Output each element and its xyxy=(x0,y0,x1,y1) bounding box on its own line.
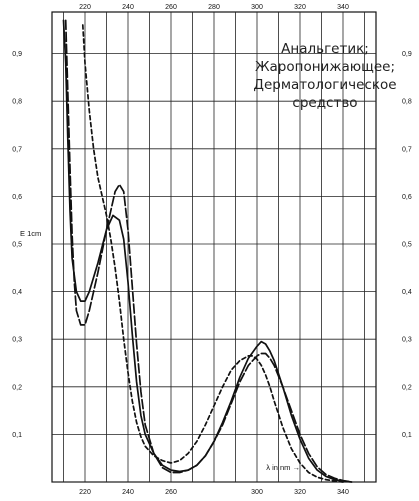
caption-line-3: Дерматологическое xyxy=(253,77,397,93)
x-tick-label-bottom: 260 xyxy=(165,489,177,496)
chart-grid xyxy=(51,11,377,483)
chart-axis-labels: E 1cm λ in nm → xyxy=(20,229,300,472)
x-tick-label-top: 300 xyxy=(251,4,263,11)
caption-line-1: Анальгетик; xyxy=(281,41,369,57)
y-tick-label-right: 0,2 xyxy=(402,384,412,391)
y-tick-label-left: 0,2 xyxy=(12,384,22,391)
series-line-short-dash xyxy=(81,24,344,483)
series-line-long-dash xyxy=(64,19,353,483)
x-tick-label-top: 320 xyxy=(294,4,306,11)
x-tick-label-bottom: 220 xyxy=(79,489,91,496)
y-tick-label-right: 0,9 xyxy=(402,51,412,58)
x-tick-label-top: 340 xyxy=(337,4,349,11)
y-tick-label-left: 0,4 xyxy=(12,289,22,296)
caption-line-4: средство xyxy=(292,95,358,111)
x-tick-label-bottom: 320 xyxy=(294,489,306,496)
y-tick-label-left: 0,3 xyxy=(12,337,22,344)
y-tick-label-right: 0,6 xyxy=(402,194,412,201)
y-tick-label-left: 0,7 xyxy=(12,146,22,153)
y-tick-label-left: 0,1 xyxy=(12,432,22,439)
x-tick-label-top: 220 xyxy=(79,4,91,11)
y-axis-label: E 1cm xyxy=(20,229,41,238)
y-tick-label-right: 0,5 xyxy=(402,242,412,249)
chart-series xyxy=(62,19,353,483)
series-line-solid xyxy=(62,19,353,483)
y-tick-label-right: 0,4 xyxy=(402,289,412,296)
caption-line-2: Жаропонижающее; xyxy=(254,59,395,75)
x-tick-label-bottom: 240 xyxy=(122,489,134,496)
chart-ticks: 220 240 260 280 300 320 340 220 240 260 300 320 340 0… xyxy=(12,4,412,496)
x-tick-label-top: 260 xyxy=(165,4,177,11)
y-tick-label-right: 0,3 xyxy=(402,337,412,344)
x-axis-label: λ in nm → xyxy=(266,463,300,472)
y-tick-label-right: 0,7 xyxy=(402,146,412,153)
y-tick-label-left: 0,5 xyxy=(12,242,22,249)
x-tick-label-bottom: 340 xyxy=(337,489,349,496)
x-tick-label-bottom: 300 xyxy=(251,489,263,496)
caption-box: Анальгетик; Жаропонижающее; Дерматологич… xyxy=(240,40,410,112)
y-tick-label-right: 0,1 xyxy=(402,432,412,439)
y-tick-label-right: 0,8 xyxy=(402,99,412,106)
y-tick-label-left: 0,9 xyxy=(12,51,22,58)
x-tick-label-top: 280 xyxy=(208,4,220,11)
y-tick-label-left: 0,8 xyxy=(12,99,22,106)
y-tick-label-left: 0,6 xyxy=(12,194,22,201)
x-tick-label-top: 240 xyxy=(122,4,134,11)
